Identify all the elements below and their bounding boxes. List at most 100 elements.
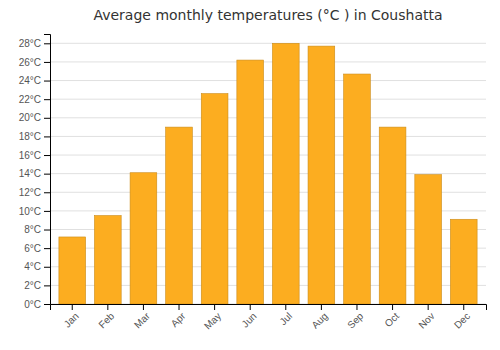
bar <box>166 127 193 304</box>
y-tick-mark <box>44 304 50 305</box>
y-tick: 0°C <box>24 299 50 310</box>
y-tick: 20°C <box>19 112 50 123</box>
grid-line <box>50 155 486 156</box>
y-tick-mark <box>44 155 50 156</box>
y-tick-label: 18°C <box>19 131 41 142</box>
y-tick: 12°C <box>19 187 50 198</box>
x-tick-label: Jan <box>62 310 81 329</box>
y-tick-label: 6°C <box>24 243 41 254</box>
y-tick-label: 4°C <box>24 261 41 272</box>
bar <box>59 237 86 304</box>
y-axis-line <box>44 35 51 305</box>
plot-area: 0°C 2°C 4°C 6°C 8°C 10°C 12°C 14°C 16°C 18°C 20°C 2… <box>19 35 487 332</box>
bar <box>415 175 442 304</box>
x-tick-mark <box>107 304 108 310</box>
x-tick-mark <box>285 304 286 310</box>
bar <box>450 219 477 304</box>
x-tick-label: Feb <box>96 310 116 330</box>
y-tick-label: 22°C <box>19 94 41 105</box>
bar <box>94 216 121 304</box>
y-tick-label: 28°C <box>19 38 41 49</box>
x-tick-mark <box>72 304 73 310</box>
x-axis-line <box>51 305 487 311</box>
bar <box>379 127 406 304</box>
x-tick: May <box>202 304 223 332</box>
y-tick: 22°C <box>19 94 50 105</box>
y-tick: 8°C <box>24 224 50 235</box>
x-tick-label: Mar <box>132 310 152 330</box>
y-tick-mark <box>44 118 50 119</box>
y-tick-label: 24°C <box>19 75 41 86</box>
y-tick-label: 16°C <box>19 150 41 161</box>
x-tick-label: Jul <box>277 310 294 327</box>
x-tick-label: Apr <box>169 310 188 329</box>
x-tick: Oct <box>382 304 401 329</box>
y-tick-mark <box>44 174 50 175</box>
x-axis: Jan Feb Mar Apr May Jun Jul Aug Sep Oct Nov Dec <box>51 304 487 332</box>
y-tick-mark <box>44 81 50 82</box>
y-tick-label: 10°C <box>19 206 41 217</box>
y-tick: 28°C <box>19 38 50 49</box>
y-tick: 16°C <box>19 150 50 161</box>
x-tick: Jul <box>277 304 294 327</box>
grid-line <box>50 43 486 44</box>
y-tick-mark <box>44 285 50 286</box>
x-tick-label: Jun <box>240 310 259 329</box>
bar <box>130 173 157 304</box>
bar <box>344 74 371 304</box>
x-tick: Sep <box>345 304 366 331</box>
x-tick-label: Nov <box>416 310 436 330</box>
y-tick-mark <box>44 99 50 100</box>
x-tick-label: May <box>202 310 223 331</box>
y-tick: 10°C <box>19 206 50 217</box>
x-tick: Dec <box>452 304 472 331</box>
x-tick-mark <box>463 304 464 310</box>
y-tick-label: 0°C <box>24 299 41 310</box>
x-tick-mark <box>179 304 180 310</box>
chart-container: 0°C 2°C 4°C 6°C 8°C 10°C 12°C 14°C 16°C 18°C 20°C 2… <box>0 0 500 350</box>
x-tick-label: Dec <box>452 310 472 330</box>
y-tick-label: 12°C <box>19 187 41 198</box>
bar <box>272 43 299 304</box>
grid <box>50 43 486 304</box>
y-tick-label: 20°C <box>19 112 41 123</box>
y-tick: 26°C <box>19 57 50 68</box>
y-tick-mark <box>44 230 50 231</box>
y-tick-mark <box>44 211 50 212</box>
x-tick: Nov <box>416 304 436 331</box>
y-tick-label: 14°C <box>19 168 41 179</box>
x-tick-label: Oct <box>382 310 401 329</box>
x-tick-mark <box>250 304 251 310</box>
y-tick-label: 26°C <box>19 57 41 68</box>
y-tick: 4°C <box>24 261 50 272</box>
x-tick-mark <box>214 304 215 310</box>
x-tick-mark <box>392 304 393 310</box>
chart-title: Average monthly temperatures (°C ) in Co… <box>93 7 442 23</box>
bars <box>59 43 477 304</box>
chart-svg: 0°C 2°C 4°C 6°C 8°C 10°C 12°C 14°C 16°C 18°C 20°C 2… <box>0 0 500 350</box>
y-tick-mark <box>44 267 50 268</box>
y-tick-mark <box>44 192 50 193</box>
y-tick: 24°C <box>19 75 50 86</box>
y-tick-label: 8°C <box>24 224 41 235</box>
y-tick-mark <box>44 248 50 249</box>
grid-line <box>50 136 486 137</box>
grid-line <box>50 99 486 100</box>
grid-line <box>50 173 486 174</box>
x-tick: Apr <box>169 304 188 329</box>
y-tick: 14°C <box>19 168 50 179</box>
x-tick: Mar <box>132 304 152 330</box>
y-tick-mark <box>44 136 50 137</box>
grid-line <box>50 117 486 118</box>
bar <box>308 46 335 304</box>
y-tick-mark <box>44 43 50 44</box>
x-tick-mark <box>321 304 322 310</box>
y-tick: 18°C <box>19 131 50 142</box>
y-tick-mark <box>44 62 50 63</box>
x-tick: Feb <box>96 304 116 330</box>
grid-line <box>50 61 486 62</box>
grid-line <box>50 80 486 81</box>
y-tick-label: 2°C <box>24 280 41 291</box>
x-tick: Jun <box>240 304 259 330</box>
x-tick-label: Aug <box>310 310 330 330</box>
